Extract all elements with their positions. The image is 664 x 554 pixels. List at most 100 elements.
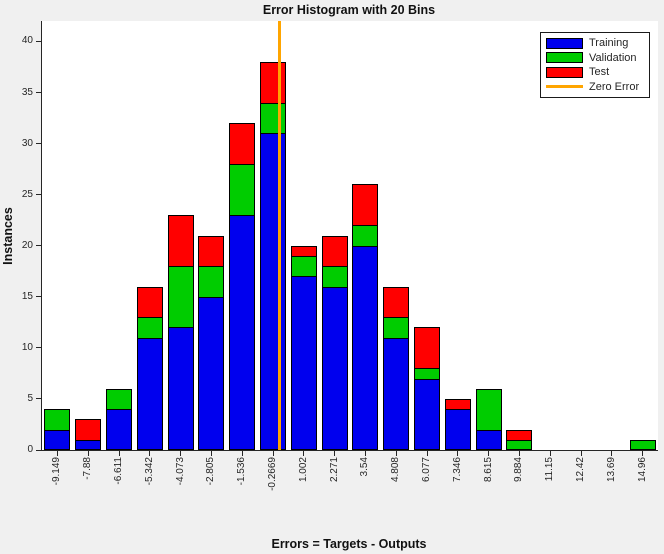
bar-segment-test xyxy=(414,327,440,370)
bar-segment-test xyxy=(260,61,286,104)
bar-segment-validation xyxy=(506,439,533,450)
x-axis-tick-label: 14.96 xyxy=(636,457,648,483)
x-axis-tick-label: -2.805 xyxy=(205,457,217,486)
bar-segment-validation xyxy=(106,388,132,411)
x-axis-tick-label: 2.271 xyxy=(328,457,340,483)
legend-swatch-validation xyxy=(546,52,583,64)
x-axis-tick xyxy=(180,451,182,456)
y-axis-tick xyxy=(36,296,41,298)
y-axis-tick xyxy=(36,40,41,42)
y-axis-tick xyxy=(36,398,41,400)
y-axis-tick-label: 15 xyxy=(21,290,33,302)
bar-segment-test xyxy=(75,419,102,441)
y-axis-tick-label: 35 xyxy=(21,86,33,98)
y-axis-tick xyxy=(36,194,41,196)
bar-segment-validation xyxy=(414,368,440,380)
y-axis-tick-label: 10 xyxy=(21,341,33,353)
x-axis-tick xyxy=(457,451,459,456)
bar-segment-test xyxy=(383,286,410,319)
legend-label-validation: Validation xyxy=(589,51,637,64)
x-axis-tick xyxy=(210,451,212,456)
legend-label-test: Test xyxy=(589,66,610,79)
y-axis-tick-label: 30 xyxy=(21,137,33,149)
legend-label-zero-error: Zero Error xyxy=(589,80,640,93)
y-axis-tick-label: 5 xyxy=(27,392,33,404)
x-axis-tick xyxy=(118,451,120,456)
x-axis-tick xyxy=(303,451,305,456)
x-axis-tick-label: 3.54 xyxy=(359,457,371,477)
bar-segment-test xyxy=(444,398,471,411)
y-axis-tick xyxy=(36,92,41,93)
legend-label-training: Training xyxy=(589,37,629,50)
x-axis-tick-label: -7.88 xyxy=(82,457,94,480)
legend-swatch-test xyxy=(546,66,583,78)
bar-segment-validation xyxy=(290,255,317,278)
bar-segment-training xyxy=(136,337,163,450)
x-axis-tick-label: 12.42 xyxy=(575,457,586,483)
x-axis-tick-label: 11.15 xyxy=(544,457,556,482)
zero-error-line xyxy=(277,21,281,450)
x-axis-tick-label: 4.808 xyxy=(390,457,402,483)
x-axis-tick xyxy=(395,451,397,456)
bar-segment-validation xyxy=(383,317,410,339)
y-axis-tick-label: 20 xyxy=(21,239,33,251)
legend-swatch-zero-error-line xyxy=(546,85,583,89)
y-axis-label: Instances xyxy=(1,207,15,265)
x-axis-tick-label: 6.077 xyxy=(421,457,432,483)
x-axis-tick xyxy=(241,451,243,456)
bar-segment-training xyxy=(198,296,225,450)
bar-segment-test xyxy=(290,245,317,257)
x-axis-tick-label: -9.149 xyxy=(51,457,63,486)
bar-segment-test xyxy=(229,123,256,165)
x-axis-tick xyxy=(87,451,89,456)
bar-segment-test xyxy=(198,235,225,268)
y-axis-tick xyxy=(36,143,41,145)
legend-item-zero-error: Zero Error xyxy=(546,80,649,94)
x-axis-tick-label: 8.615 xyxy=(482,457,494,483)
bar-segment-validation xyxy=(475,388,502,431)
bar-segment-training xyxy=(44,429,71,450)
legend-item-test: Test xyxy=(546,65,649,79)
x-axis-tick xyxy=(334,451,336,456)
legend-item-training: Training xyxy=(546,36,649,50)
x-axis-tick xyxy=(488,451,490,456)
bar-segment-test xyxy=(321,235,348,268)
bar-segment-validation xyxy=(44,409,71,431)
bar-segment-test xyxy=(506,429,533,441)
legend-item-validation: Validation xyxy=(546,51,649,65)
x-axis-label: Errors = Targets - Outputs xyxy=(271,537,427,551)
x-axis-tick xyxy=(426,451,428,456)
legend: Training Validation Test Zero Error xyxy=(540,32,650,98)
bar-segment-training xyxy=(75,439,102,450)
y-axis-tick xyxy=(36,245,41,247)
x-axis-tick-label: 9.884 xyxy=(513,457,525,483)
x-axis-tick-label: -4.073 xyxy=(174,457,186,486)
bar-segment-training xyxy=(475,429,502,450)
x-axis-tick-label: -0.2669 xyxy=(267,457,278,491)
bar-segment-training xyxy=(106,409,132,450)
y-axis-tick-label: 40 xyxy=(21,35,33,47)
x-axis-tick xyxy=(580,451,582,456)
bar-segment-test xyxy=(167,215,194,268)
bar-segment-training xyxy=(444,409,471,450)
legend-swatch-training xyxy=(546,37,583,49)
x-axis-tick xyxy=(549,451,551,456)
x-axis-tick xyxy=(149,451,151,456)
bar-segment-validation xyxy=(321,266,348,288)
x-axis-tick xyxy=(642,451,644,456)
x-axis-tick xyxy=(56,451,58,456)
chart-title: Error Histogram with 20 Bins xyxy=(262,3,436,17)
x-axis-tick xyxy=(611,451,613,456)
x-axis-tick-label: -6.611 xyxy=(113,457,124,485)
y-axis-tick xyxy=(36,449,41,451)
bar-segment-test xyxy=(352,184,379,227)
bar-segment-validation xyxy=(260,102,286,135)
bar-segment-training xyxy=(383,337,410,450)
x-axis-tick xyxy=(272,451,274,456)
x-axis-tick-label: 13.69 xyxy=(605,457,617,483)
bar-segment-training xyxy=(260,133,286,450)
bar-segment-validation xyxy=(229,164,256,217)
y-axis-tick xyxy=(36,347,41,349)
bar-segment-training xyxy=(167,327,194,450)
